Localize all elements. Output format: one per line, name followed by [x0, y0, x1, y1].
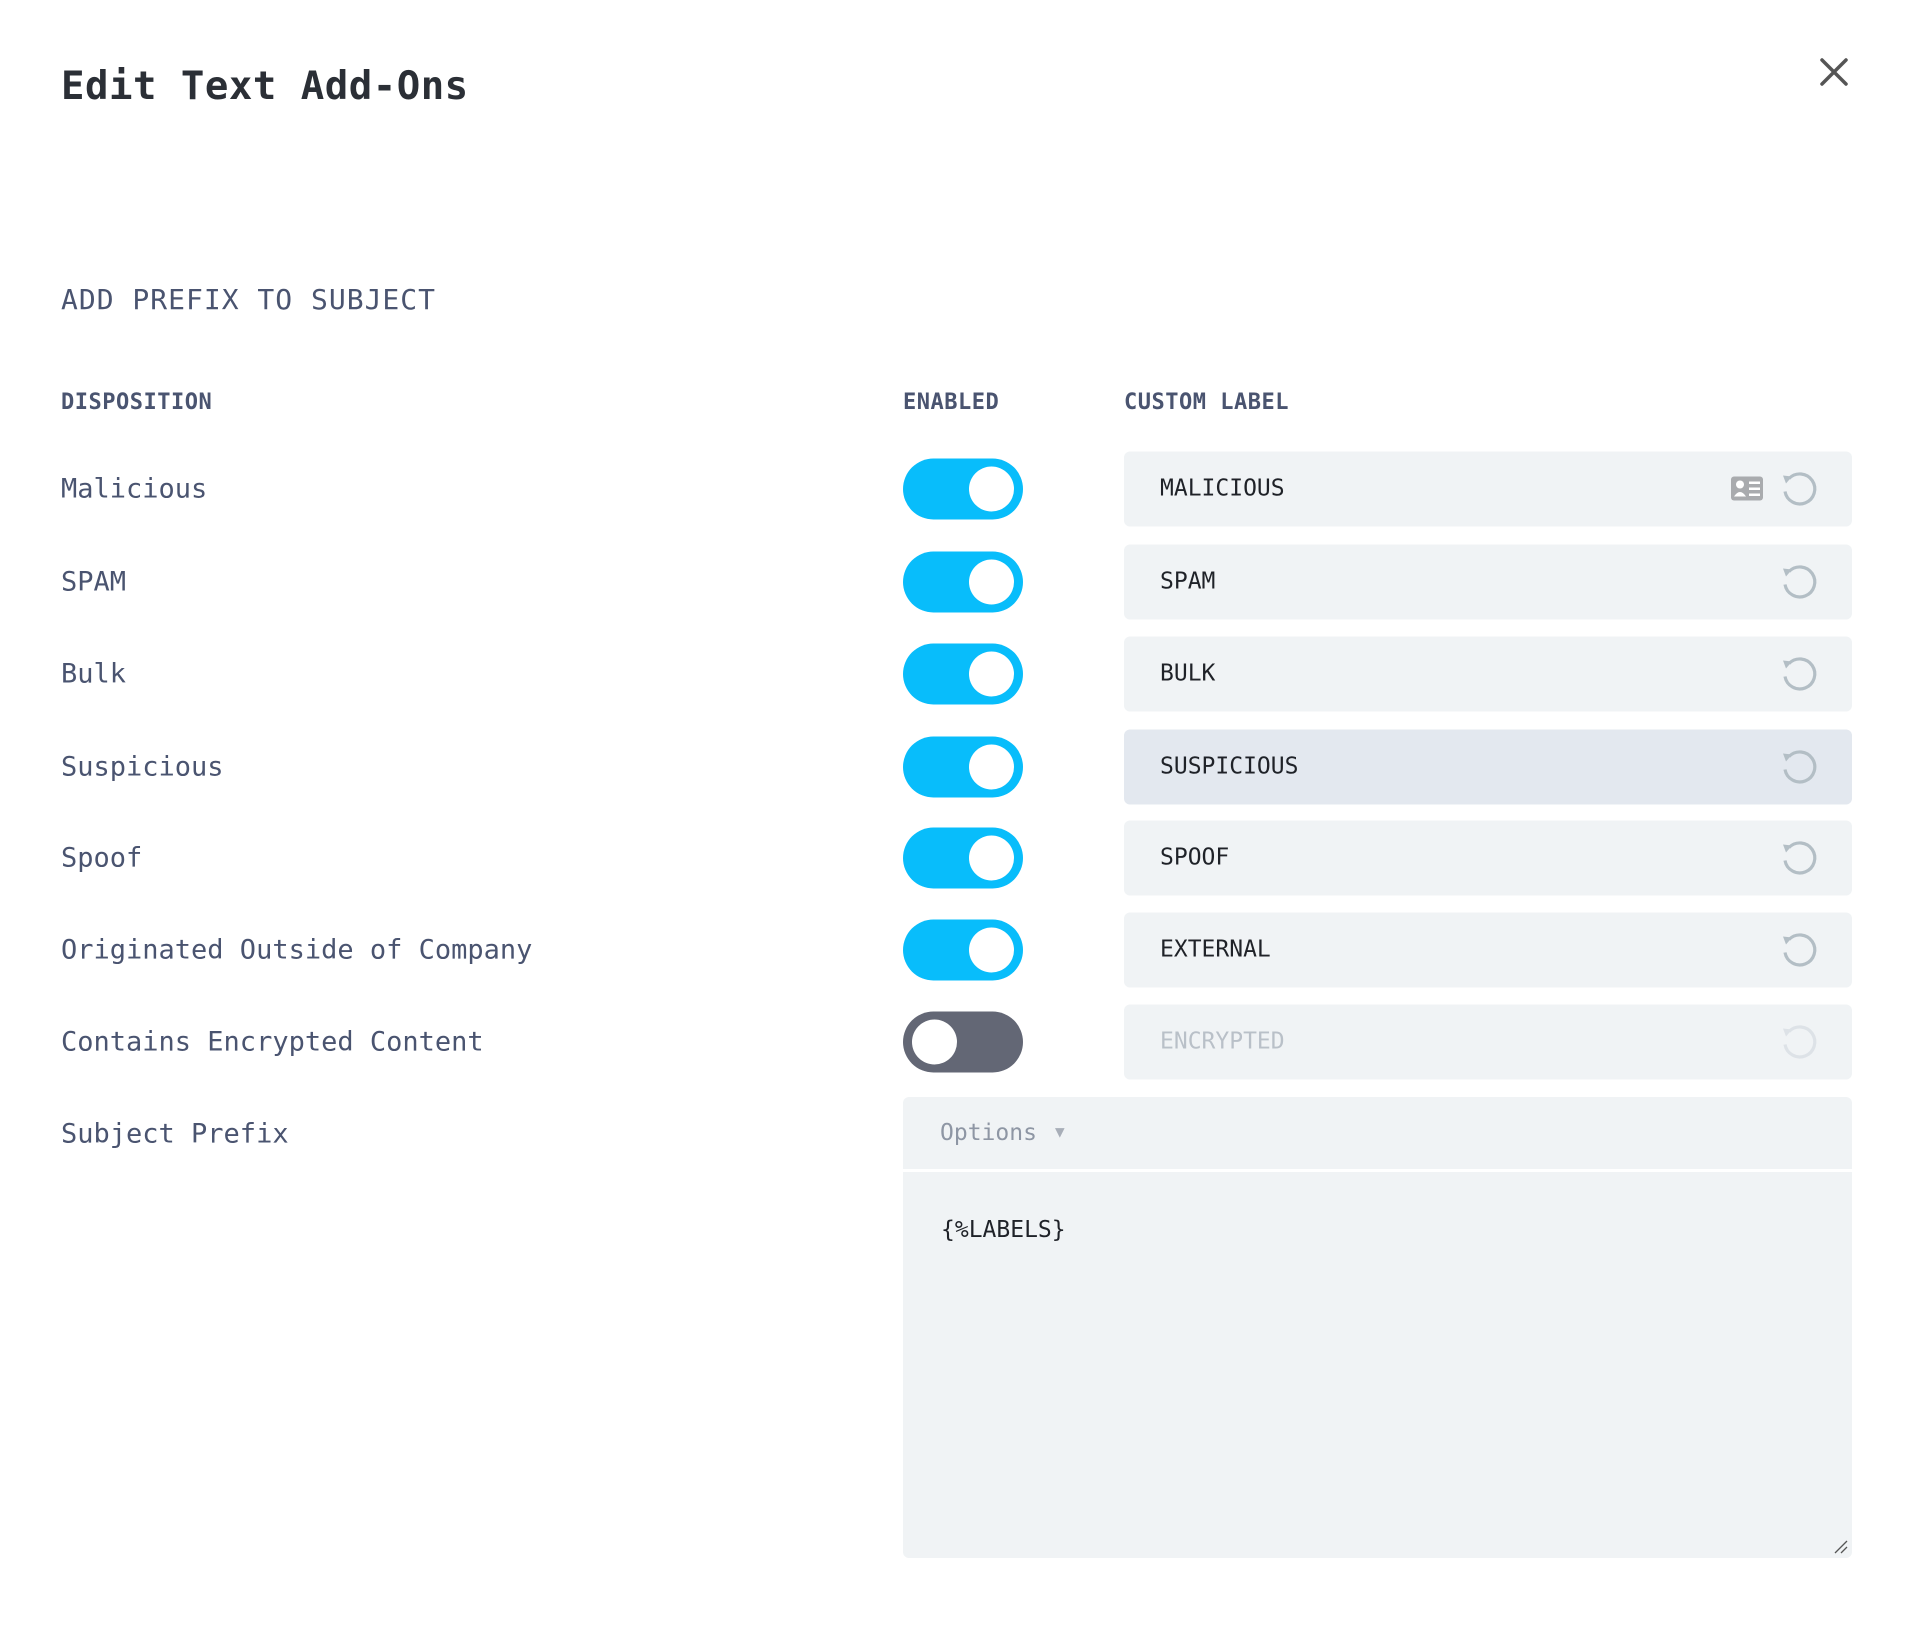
toggle-knob [969, 744, 1014, 790]
disposition-label: Suspicious [61, 751, 224, 783]
custom-label-value[interactable]: SUSPICIOUS [1160, 753, 1299, 780]
enabled-toggle[interactable] [903, 919, 1023, 981]
enabled-toggle[interactable] [903, 1011, 1023, 1073]
contact-card-icon[interactable] [1730, 476, 1764, 502]
enabled-toggle[interactable] [903, 736, 1023, 798]
enabled-toggle[interactable] [903, 458, 1023, 520]
enabled-toggle[interactable] [903, 551, 1023, 613]
reset-icon[interactable] [1778, 470, 1818, 510]
custom-label-value[interactable]: MALICIOUS [1160, 475, 1285, 502]
subject-prefix-input[interactable]: {%LABELS} [941, 1217, 1066, 1243]
column-header-enabled: ENABLED [903, 390, 1000, 415]
custom-label-value[interactable]: ENCRYPTED [1160, 1028, 1285, 1055]
toggle-knob [969, 466, 1014, 512]
column-header-disposition: DISPOSITION [61, 390, 213, 415]
custom-label-field[interactable]: MALICIOUS [1124, 451, 1852, 527]
subject-prefix-editor: Options ▼ {%LABELS} [903, 1097, 1852, 1558]
close-icon[interactable] [1814, 52, 1854, 92]
enabled-toggle[interactable] [903, 827, 1023, 889]
custom-label-value[interactable]: EXTERNAL [1160, 936, 1271, 963]
toggle-knob [969, 559, 1014, 605]
subject-prefix-label: Subject Prefix [61, 1118, 289, 1150]
section-title: ADD PREFIX TO SUBJECT [61, 283, 437, 316]
custom-label-value[interactable]: SPAM [1160, 568, 1216, 595]
toggle-knob [969, 835, 1014, 881]
disposition-label: Contains Encrypted Content [61, 1026, 484, 1058]
options-label: Options [940, 1120, 1037, 1146]
disposition-label: Spoof [61, 842, 143, 874]
disposition-label: Bulk [61, 658, 127, 690]
custom-label-value[interactable]: BULK [1160, 660, 1216, 687]
toggle-knob [969, 651, 1014, 697]
reset-icon[interactable] [1778, 655, 1818, 695]
custom-label-value[interactable]: SPOOF [1160, 844, 1230, 871]
dialog-title: Edit Text Add-Ons [61, 64, 469, 109]
custom-label-field[interactable]: EXTERNAL [1124, 912, 1852, 988]
disposition-label: SPAM [61, 566, 127, 598]
disposition-label: Originated Outside of Company [61, 934, 533, 966]
enabled-toggle[interactable] [903, 643, 1023, 705]
options-dropdown[interactable]: Options ▼ [903, 1097, 1852, 1172]
reset-icon[interactable] [1778, 931, 1818, 971]
custom-label-field[interactable]: SUSPICIOUS [1124, 729, 1852, 805]
resize-handle-icon[interactable] [1832, 1538, 1848, 1554]
reset-icon[interactable] [1778, 1023, 1818, 1063]
toggle-knob [969, 927, 1014, 973]
reset-icon[interactable] [1778, 748, 1818, 788]
disposition-label: Malicious [61, 473, 208, 505]
custom-label-field[interactable]: BULK [1124, 636, 1852, 712]
column-header-custom-label: CUSTOM LABEL [1124, 390, 1289, 415]
caret-down-icon: ▼ [1055, 1122, 1065, 1141]
toggle-knob [912, 1019, 957, 1065]
custom-label-field[interactable]: SPOOF [1124, 820, 1852, 896]
reset-icon[interactable] [1778, 839, 1818, 879]
custom-label-field[interactable]: ENCRYPTED [1124, 1004, 1852, 1080]
reset-icon[interactable] [1778, 563, 1818, 603]
custom-label-field[interactable]: SPAM [1124, 544, 1852, 620]
